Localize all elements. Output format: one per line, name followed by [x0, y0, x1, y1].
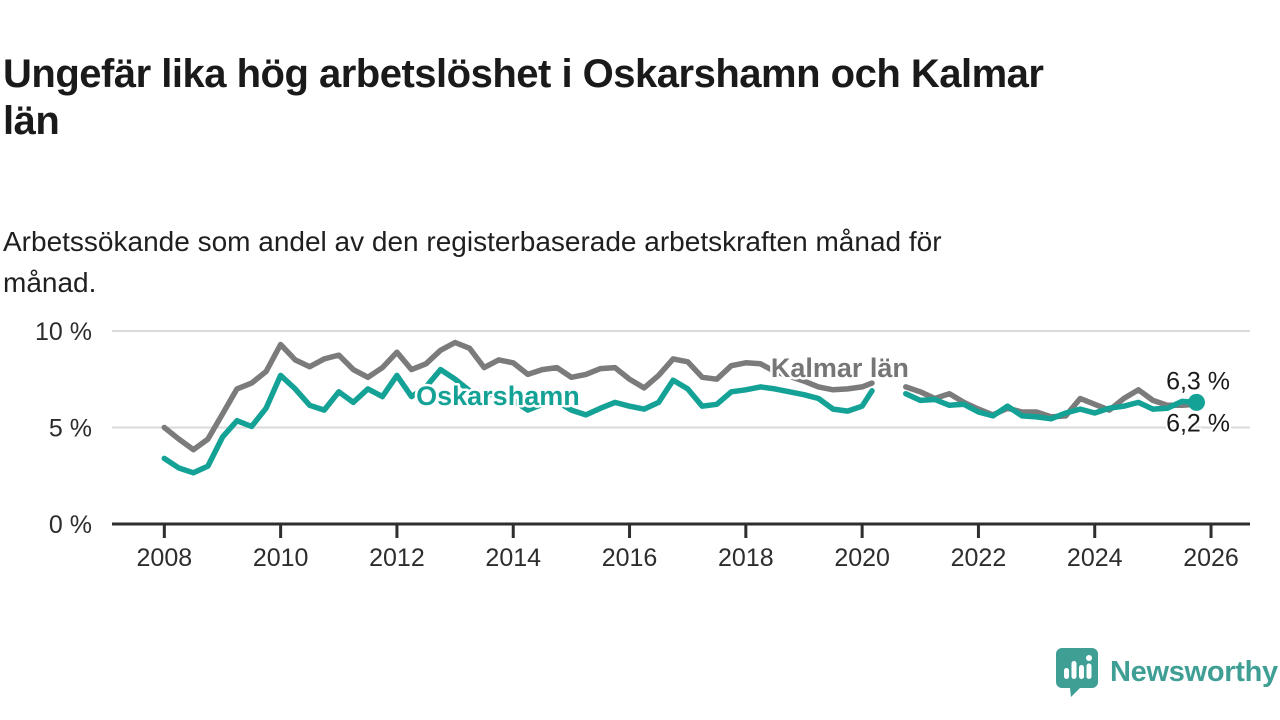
oskarshamn-line-series: [161, 366, 1200, 476]
latest-value-dot: [1188, 393, 1206, 411]
chart-subtitle: Arbetssökande som andel av den registerb…: [3, 226, 942, 298]
x-tick-label: 2020: [834, 544, 890, 572]
x-tick-label: 2024: [1067, 544, 1123, 572]
axes: 0 % 5 % 10 % 2008 2010 2012 2014 2016 2018 2020 20…: [35, 318, 1250, 572]
x-tick-label: 2026: [1183, 544, 1239, 572]
x-tick-label: 2014: [485, 544, 541, 572]
newsworthy-logo: Newsworthy: [1054, 646, 1278, 698]
page-title: Ungefär lika hög arbetslöshet i Oskarsha…: [3, 51, 1044, 143]
y-tick-label: 10 %: [35, 318, 92, 346]
gridlines: [112, 329, 1250, 429]
x-tick-label: 2010: [253, 544, 309, 572]
x-tick-label: 2016: [602, 544, 658, 572]
x-tick-label: 2022: [951, 544, 1007, 572]
bar-chart-speech-bubble-icon: [1056, 648, 1098, 697]
y-tick-label: 0 %: [49, 511, 92, 539]
kalmar-lan-line-series: [161, 339, 1200, 453]
y-tick-label: 5 %: [49, 414, 92, 442]
series-label-oskarshamn: Oskarshamn: [416, 381, 580, 411]
latest-value-label-kalmar-lan: 6,2 %: [1166, 409, 1230, 437]
series-label-kalmar-lan: Kalmar län: [771, 353, 909, 383]
latest-value-label-oskarshamn: 6,3 %: [1166, 367, 1230, 395]
brand-wordmark: Newsworthy: [1110, 655, 1278, 688]
x-tick-label: 2012: [369, 544, 425, 572]
x-tick-label: 2018: [718, 544, 774, 572]
x-tick-label: 2008: [137, 544, 193, 572]
